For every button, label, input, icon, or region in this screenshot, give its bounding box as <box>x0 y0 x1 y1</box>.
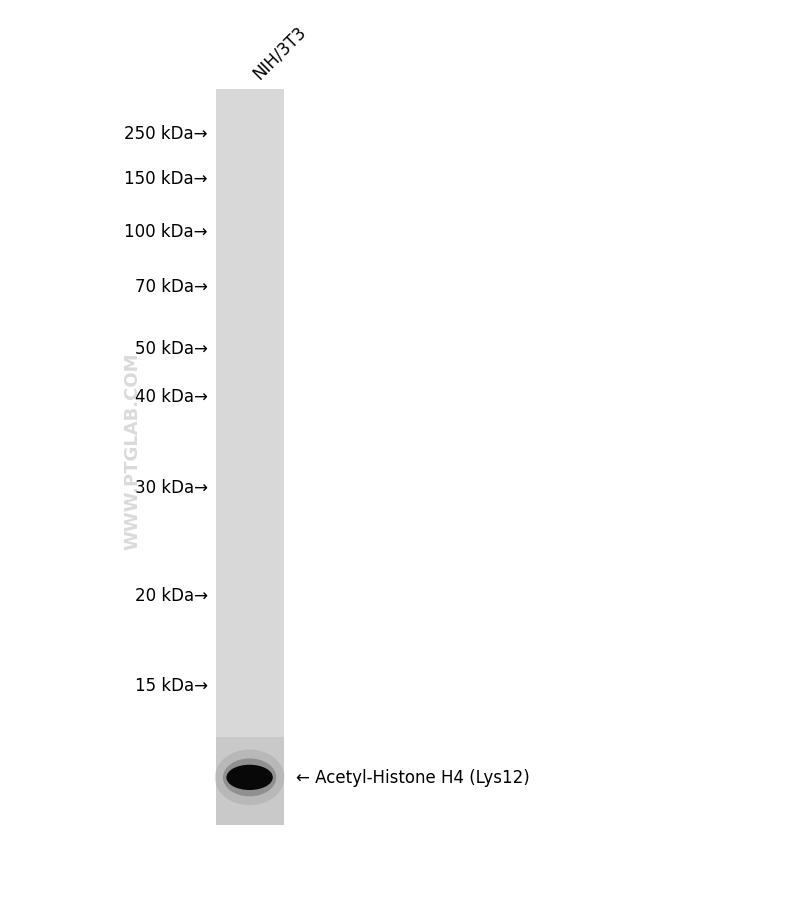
Text: ← Acetyl-Histone H4 (Lys12): ← Acetyl-Histone H4 (Lys12) <box>296 769 530 787</box>
Text: 20 kDa→: 20 kDa→ <box>135 586 208 604</box>
Text: 50 kDa→: 50 kDa→ <box>135 340 208 358</box>
Text: NIH/3T3: NIH/3T3 <box>250 23 310 83</box>
Text: 15 kDa→: 15 kDa→ <box>135 676 208 695</box>
Ellipse shape <box>223 759 276 796</box>
Bar <box>216 90 284 825</box>
Text: 30 kDa→: 30 kDa→ <box>135 478 208 496</box>
Ellipse shape <box>214 750 285 805</box>
Text: 100 kDa→: 100 kDa→ <box>125 223 208 241</box>
Bar <box>216 737 284 825</box>
Text: 250 kDa→: 250 kDa→ <box>125 124 208 143</box>
Text: 70 kDa→: 70 kDa→ <box>135 278 208 296</box>
Text: 150 kDa→: 150 kDa→ <box>125 170 208 188</box>
Ellipse shape <box>226 765 273 790</box>
Text: WWW.PTGLAB.COM: WWW.PTGLAB.COM <box>123 353 141 549</box>
Text: 40 kDa→: 40 kDa→ <box>135 388 208 406</box>
